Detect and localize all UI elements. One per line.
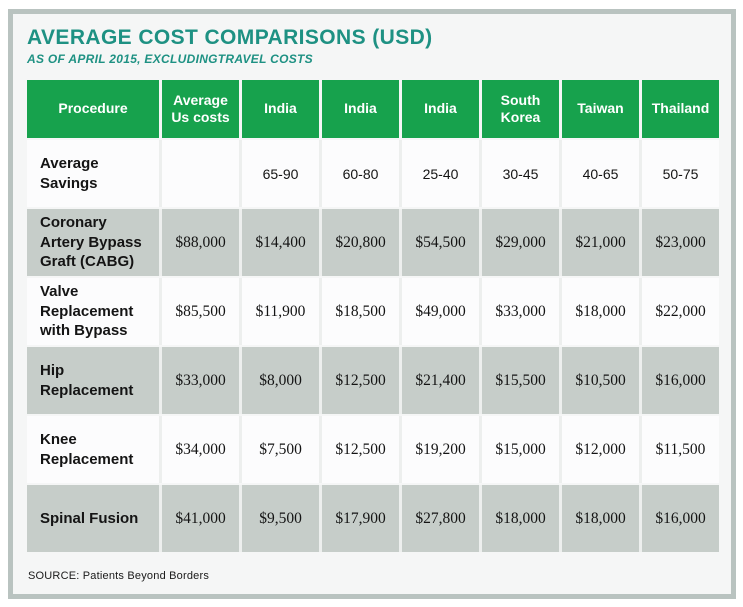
panel-content: AVERAGE COST COMPARISONS (USD) AS OF APR… — [13, 14, 731, 582]
column-header-country-2: India — [319, 80, 399, 139]
cost-cell: $8,000 — [239, 347, 319, 415]
column-header-procedure: Procedure — [27, 80, 159, 139]
cost-cell: $21,400 — [399, 347, 479, 415]
cost-cell: $27,800 — [399, 485, 479, 553]
cost-cell: $14,400 — [239, 209, 319, 277]
cost-cell: $49,000 — [399, 278, 479, 346]
cost-cell: $22,000 — [639, 278, 719, 346]
cost-cell: $85,500 — [159, 278, 239, 346]
table-header-row: Procedure Average Us costs India India I… — [27, 80, 719, 139]
cost-cell: $33,000 — [479, 278, 559, 346]
table-row-valve-replacement: Valve Replacement with Bypass $85,500 $1… — [27, 276, 719, 346]
table-row-hip-replacement: Hip Replacement $33,000 $8,000 $12,500 $… — [27, 345, 719, 415]
savings-cell: 30-45 — [479, 140, 559, 208]
cost-comparison-table: Procedure Average Us costs India India I… — [27, 80, 719, 553]
cost-cell: $88,000 — [159, 209, 239, 277]
cost-cell: $18,000 — [479, 485, 559, 553]
cost-cell: $54,500 — [399, 209, 479, 277]
cost-cell: $12,500 — [319, 416, 399, 484]
savings-cell — [159, 140, 239, 208]
savings-cell: 60-80 — [319, 140, 399, 208]
column-header-country-6: Thailand — [639, 80, 719, 139]
procedure-cell: Coronary Artery Bypass Graft (CABG) — [27, 209, 159, 277]
table-row-spinal-fusion: Spinal Fusion $41,000 $9,500 $17,900 $27… — [27, 483, 719, 553]
cost-cell: $21,000 — [559, 209, 639, 277]
cost-cell: $33,000 — [159, 347, 239, 415]
cost-cell: $23,000 — [639, 209, 719, 277]
cost-cell: $18,000 — [559, 278, 639, 346]
column-header-country-5: Taiwan — [559, 80, 639, 139]
savings-cell: 25-40 — [399, 140, 479, 208]
source-attribution: SOURCE: Patients Beyond Borders — [28, 570, 210, 583]
cost-cell: $34,000 — [159, 416, 239, 484]
cost-cell: $12,500 — [319, 347, 399, 415]
column-header-country-4: South Korea — [479, 80, 559, 139]
cost-cell: $15,000 — [479, 416, 559, 484]
page-subtitle: AS OF APRIL 2015, EXCLUDINGTRAVEL COSTS — [27, 52, 313, 67]
procedure-cell: Spinal Fusion — [27, 485, 159, 553]
procedure-cell: Knee Replacement — [27, 416, 159, 484]
column-header-country-3: India — [399, 80, 479, 139]
table-row-knee-replacement: Knee Replacement $34,000 $7,500 $12,500 … — [27, 414, 719, 484]
infographic-panel: AVERAGE COST COMPARISONS (USD) AS OF APR… — [8, 9, 736, 599]
column-header-avg-us-costs: Average Us costs — [159, 80, 239, 139]
cost-cell: $16,000 — [639, 485, 719, 553]
cost-cell: $16,000 — [639, 347, 719, 415]
cost-cell: $10,500 — [559, 347, 639, 415]
cost-cell: $41,000 — [159, 485, 239, 553]
cost-cell: $11,500 — [639, 416, 719, 484]
page-title: AVERAGE COST COMPARISONS (USD) — [27, 26, 433, 49]
savings-cell: 65-90 — [239, 140, 319, 208]
cost-cell: $20,800 — [319, 209, 399, 277]
table-row-average-savings: Average Savings 65-90 60-80 25-40 30-45 … — [27, 138, 719, 208]
cost-cell: $7,500 — [239, 416, 319, 484]
cost-cell: $11,900 — [239, 278, 319, 346]
savings-cell: 40-65 — [559, 140, 639, 208]
cost-cell: $19,200 — [399, 416, 479, 484]
table-row-cabg: Coronary Artery Bypass Graft (CABG) $88,… — [27, 207, 719, 277]
cost-cell: $15,500 — [479, 347, 559, 415]
cost-cell: $12,000 — [559, 416, 639, 484]
cost-cell: $18,000 — [559, 485, 639, 553]
cost-cell: $17,900 — [319, 485, 399, 553]
procedure-cell: Hip Replacement — [27, 347, 159, 415]
procedure-cell: Average Savings — [27, 140, 159, 208]
savings-cell: 50-75 — [639, 140, 719, 208]
cost-cell: $9,500 — [239, 485, 319, 553]
procedure-cell: Valve Replacement with Bypass — [27, 278, 159, 346]
cost-cell: $18,500 — [319, 278, 399, 346]
cost-cell: $29,000 — [479, 209, 559, 277]
column-header-country-1: India — [239, 80, 319, 139]
